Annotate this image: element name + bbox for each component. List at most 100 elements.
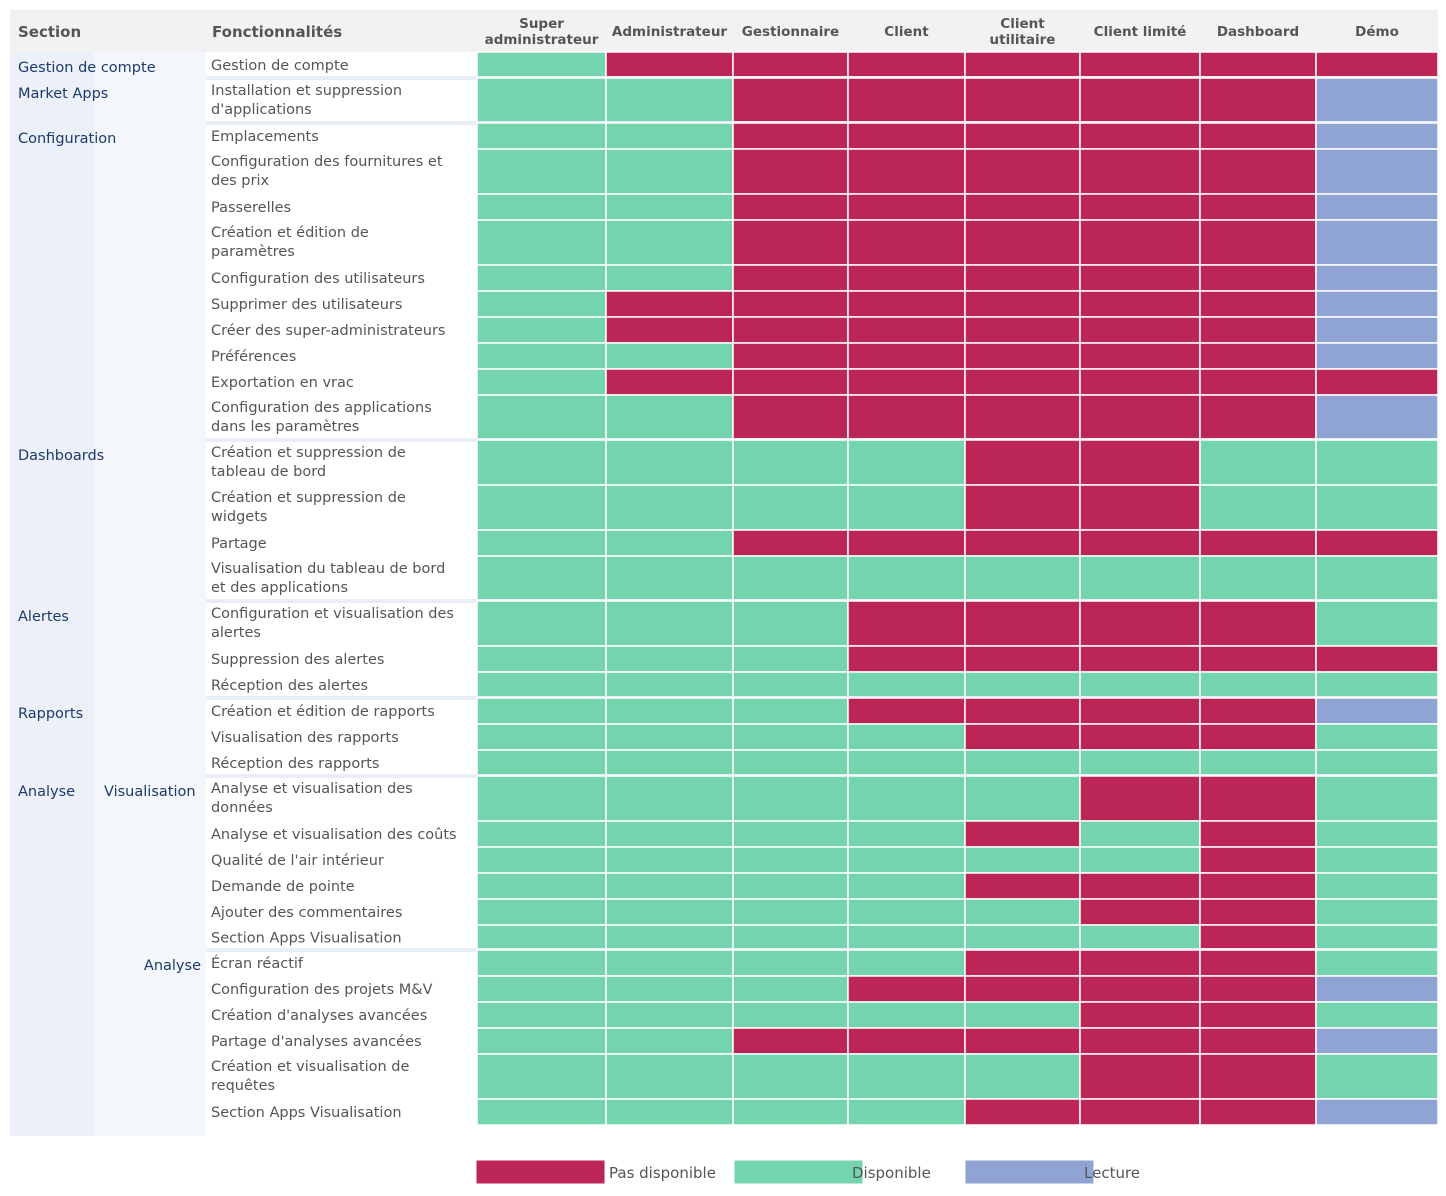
heatmap-cell <box>847 723 966 751</box>
heatmap-cell <box>1199 368 1317 396</box>
heatmap-cell <box>1079 820 1201 848</box>
heatmap-cell <box>732 148 849 195</box>
heatmap-cell <box>1079 671 1201 699</box>
heatmap-cell <box>1315 600 1439 647</box>
heatmap-cell <box>605 193 734 221</box>
section-panel <box>10 52 94 1136</box>
role-header: Super <box>519 16 564 32</box>
heatmap-cell <box>847 924 966 951</box>
heatmap-cell <box>847 290 966 318</box>
heatmap-cell <box>1079 775 1201 822</box>
heatmap-cell <box>964 749 1081 777</box>
heatmap-cell <box>476 51 607 79</box>
heatmap-cell <box>732 1053 849 1100</box>
heatmap-cell <box>1079 749 1201 777</box>
subsection-panel <box>94 52 206 1136</box>
heatmap-cell <box>1315 51 1439 79</box>
feature-label: Réception des rapports <box>211 756 379 772</box>
heatmap-cell <box>1079 723 1201 751</box>
section-label: Market Apps <box>18 86 108 102</box>
legend-label: Lecture <box>1084 1164 1140 1182</box>
heatmap-cell <box>1315 1098 1439 1126</box>
heatmap-cell <box>1079 529 1201 557</box>
heatmap-cell <box>964 671 1081 699</box>
feature-label: Gestion de compte <box>211 58 349 74</box>
heatmap-cell <box>847 898 966 926</box>
heatmap-cell <box>1199 898 1317 926</box>
feature-label: Section Apps Visualisation <box>211 1105 402 1121</box>
legend-swatch <box>733 1159 864 1185</box>
feature-label: paramètres <box>211 244 295 260</box>
role-header: Client limité <box>1094 24 1187 40</box>
feature-label: Configuration des utilisateurs <box>211 271 425 287</box>
heatmap-cell <box>605 51 734 79</box>
heatmap-cell <box>964 394 1081 441</box>
heatmap-cell <box>605 697 734 725</box>
heatmap-cell <box>732 898 849 926</box>
heatmap-cell <box>1315 697 1439 725</box>
heatmap-cell <box>964 975 1081 1003</box>
heatmap-cell <box>476 148 607 195</box>
heatmap-cell <box>732 290 849 318</box>
feature-label: Exportation en vrac <box>211 375 354 391</box>
role-header: Administrateur <box>612 24 728 40</box>
section-label: Configuration <box>18 131 116 147</box>
heatmap-cell <box>847 342 966 370</box>
heatmap-cell <box>1315 368 1439 396</box>
role-header: Gestionnaire <box>742 24 839 40</box>
feature-label: Création et édition de rapports <box>211 704 435 720</box>
heatmap-cell <box>1199 749 1317 777</box>
heatmap-cell <box>1079 193 1201 221</box>
heatmap-cell <box>732 51 849 79</box>
section-label: Analyse <box>18 784 75 800</box>
heatmap-cell <box>1315 749 1439 777</box>
feature-label: Partage d'analyses avancées <box>211 1034 422 1050</box>
heatmap-cell <box>964 484 1081 531</box>
heatmap-cell <box>847 555 966 602</box>
heatmap-cell <box>476 671 607 699</box>
heatmap-cell <box>1199 290 1317 318</box>
feature-label: dans les paramètres <box>211 419 359 435</box>
heatmap-cell <box>964 77 1081 124</box>
heatmap-cell <box>476 775 607 822</box>
header-band <box>10 10 1438 52</box>
heatmap-cell <box>732 775 849 822</box>
heatmap-cell <box>605 671 734 699</box>
heatmap-cell <box>476 77 607 124</box>
heatmap-cell <box>847 316 966 344</box>
heatmap-cell <box>476 484 607 531</box>
heatmap-cell <box>605 368 734 396</box>
heatmap-cell <box>476 122 607 150</box>
heatmap-cell <box>605 600 734 647</box>
heatmap-cell <box>1199 1098 1317 1126</box>
heatmap-cell <box>605 749 734 777</box>
heatmap-cell <box>476 219 607 266</box>
heatmap-cell <box>1079 924 1201 951</box>
heatmap-cell <box>847 846 966 874</box>
heatmap-cell <box>732 600 849 647</box>
heatmap-cell <box>476 342 607 370</box>
heatmap-cell <box>476 924 607 951</box>
heatmap-cell <box>732 846 849 874</box>
heatmap-cell <box>964 1053 1081 1100</box>
heatmap-cell <box>1079 1098 1201 1126</box>
heatmap-cell <box>1079 264 1201 292</box>
heatmap-cell <box>1079 484 1201 531</box>
heatmap-cell <box>732 1001 849 1029</box>
heatmap-cell <box>1315 264 1439 292</box>
heatmap-cell <box>476 1053 607 1100</box>
heatmap-cell <box>605 1001 734 1029</box>
heatmap-cell <box>1315 290 1439 318</box>
heatmap-cell <box>732 439 849 486</box>
heatmap-cell <box>605 846 734 874</box>
heatmap-cell <box>964 148 1081 195</box>
heatmap-cell <box>605 148 734 195</box>
heatmap-cell <box>1079 342 1201 370</box>
heatmap-cell <box>964 122 1081 150</box>
heatmap-cell <box>1199 555 1317 602</box>
role-header: Démo <box>1355 24 1399 40</box>
role-header: Client <box>1000 16 1045 32</box>
role-header: administrateur <box>485 32 599 48</box>
heatmap-cell <box>732 697 849 725</box>
heatmap-cell <box>1199 342 1317 370</box>
